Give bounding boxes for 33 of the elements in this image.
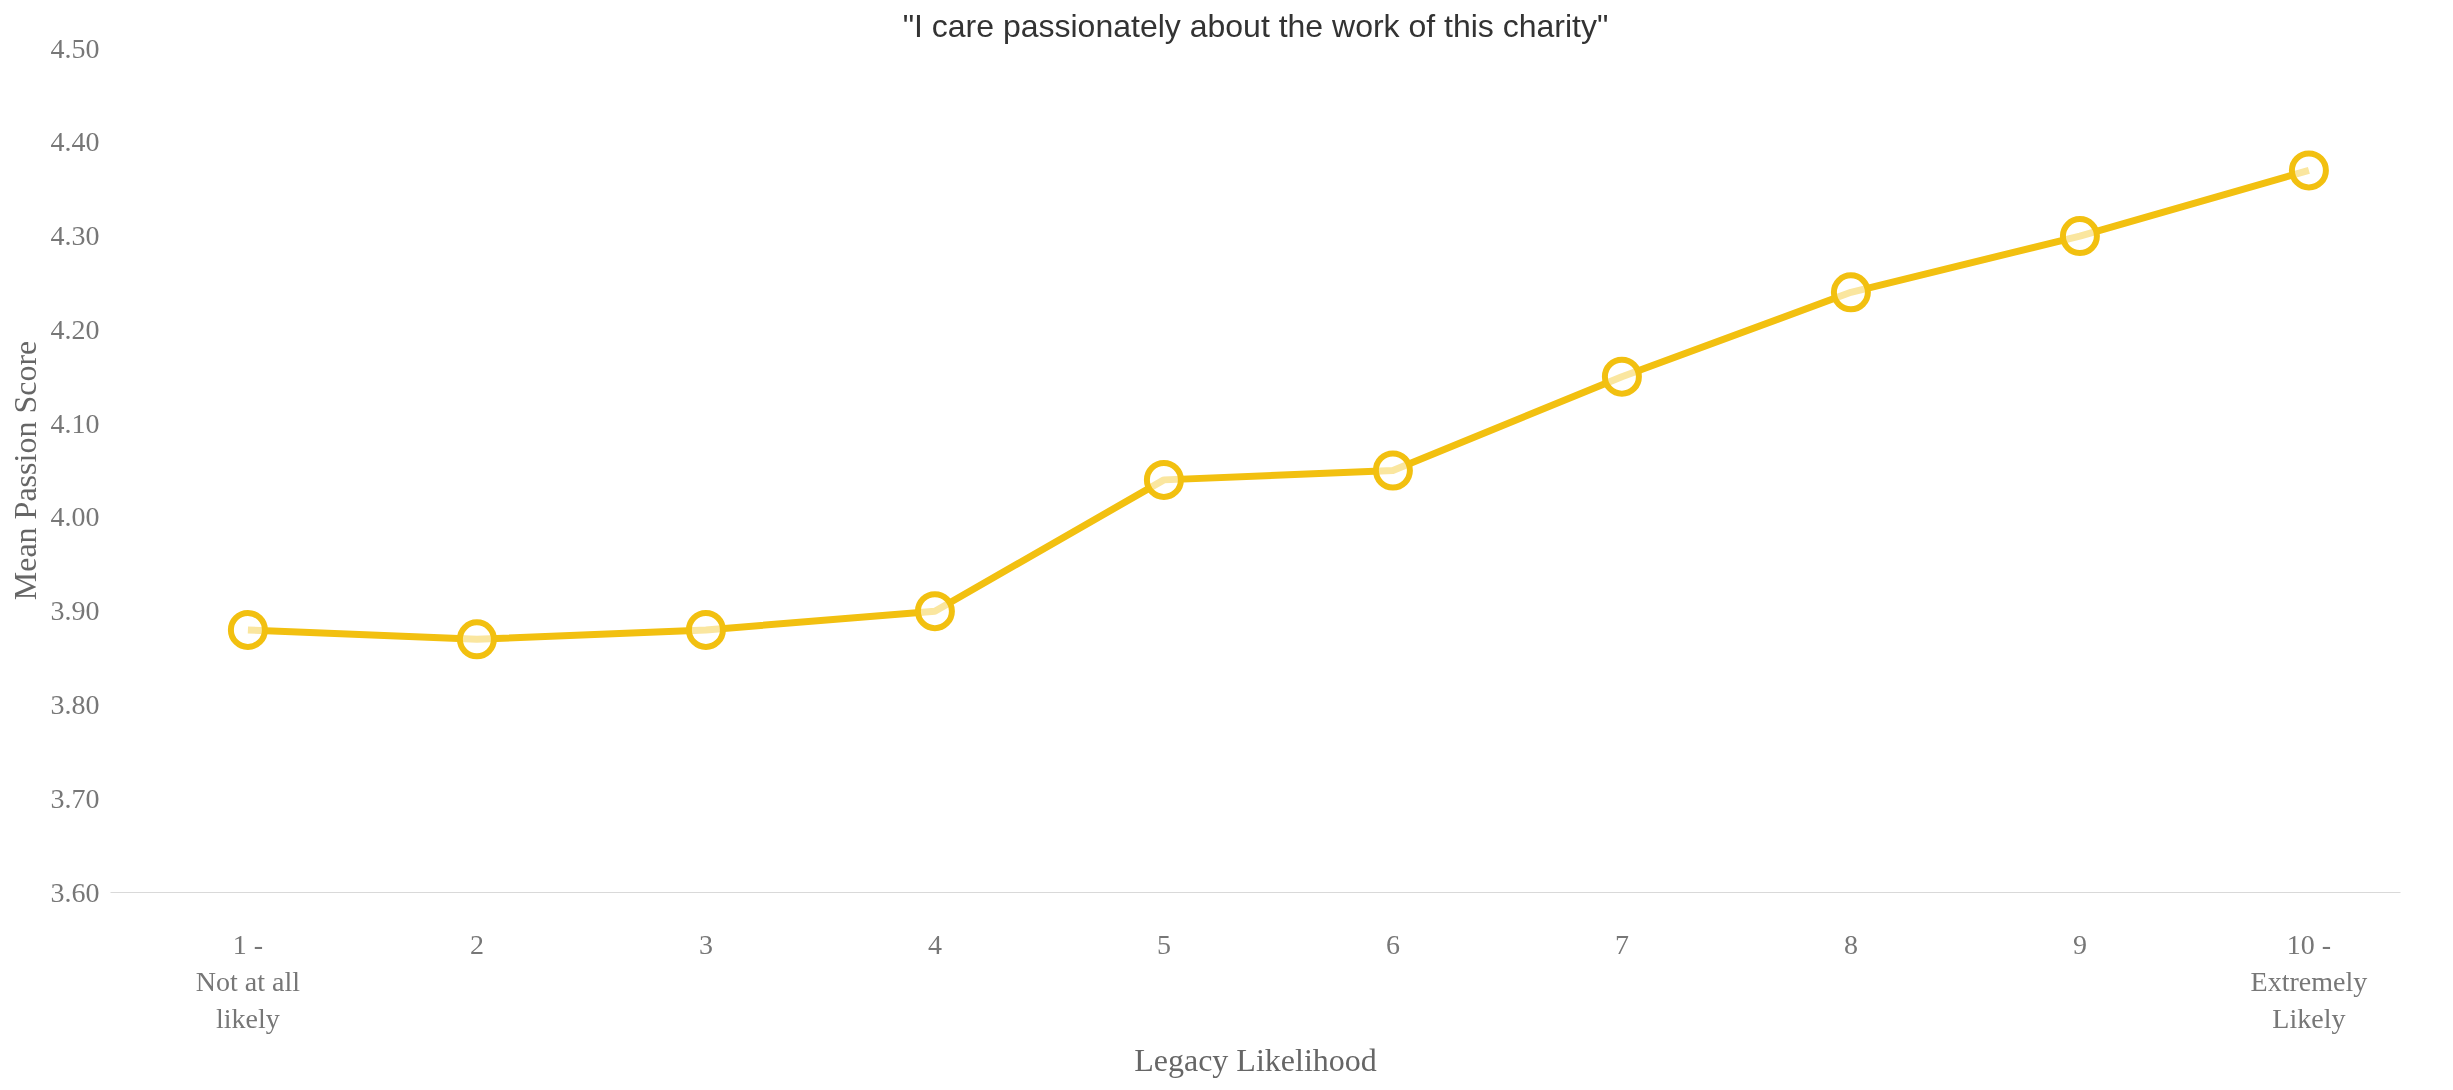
- point: [1143, 459, 1184, 500]
- y-tick-label: 3.70: [50, 782, 100, 814]
- x-axis-title: Legacy Likelihood: [1134, 1041, 1377, 1078]
- point: [685, 609, 726, 650]
- y-tick-label: 4.50: [50, 32, 100, 64]
- x-tick-label: 10 - Extremely Likely: [2250, 928, 2368, 1034]
- y-tick-label: 3.80: [50, 688, 100, 720]
- x-tick-label: 6: [1385, 928, 1400, 960]
- point: [2059, 216, 2100, 257]
- y-axis-title: Mean Passion Score: [6, 340, 43, 601]
- x-tick-label: 3: [698, 928, 713, 960]
- x-tick-label: 7: [1614, 928, 1629, 960]
- x-tick-label: 8: [1843, 928, 1858, 960]
- point: [456, 619, 497, 660]
- y-tick-label: 4.10: [50, 407, 100, 439]
- point: [227, 609, 268, 650]
- y-tick-label: 4.00: [50, 501, 100, 533]
- point: [914, 591, 955, 632]
- y-tick-label: 4.40: [50, 126, 100, 158]
- chart-title: "I care passionately about the work of this charity": [902, 7, 1609, 44]
- y-tick-label: 4.20: [50, 313, 100, 345]
- y-tick-label: 3.90: [50, 595, 100, 627]
- point: [2288, 150, 2329, 191]
- y-tick-label: 3.60: [50, 876, 100, 908]
- x-tick-label: 1 - Not at all likely: [195, 928, 301, 1034]
- point: [1372, 450, 1413, 491]
- x-tick-label: 9: [2072, 928, 2087, 960]
- point: [1601, 356, 1642, 397]
- x-tick-label: 2: [469, 928, 484, 960]
- y-tick-label: 4.30: [50, 220, 100, 252]
- x-tick-label: 4: [927, 928, 942, 960]
- x-tick-label: 5: [1156, 928, 1171, 960]
- point: [1830, 272, 1871, 313]
